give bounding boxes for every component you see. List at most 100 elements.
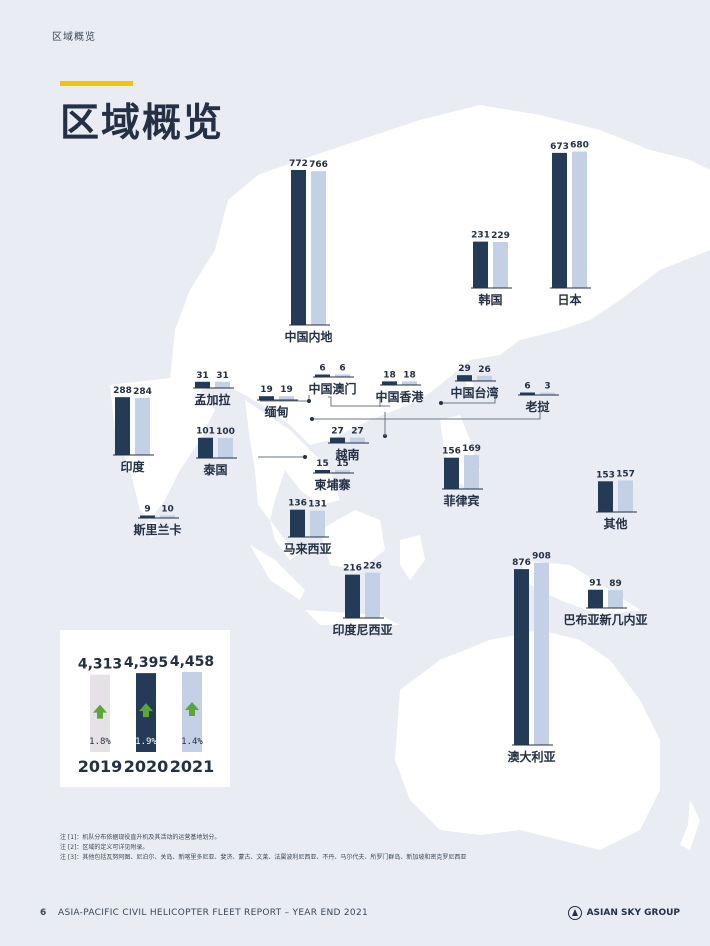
bar-2020	[330, 437, 345, 443]
value-label-2020: 19	[260, 385, 273, 395]
bar-2021	[464, 455, 479, 489]
value-label-2021: 15	[336, 459, 349, 469]
region-label: 其他	[603, 516, 627, 531]
bar-2021	[135, 397, 150, 455]
bar-2021	[540, 392, 555, 395]
region-label: 柬埔寨	[313, 477, 350, 492]
bar-2020	[315, 374, 330, 377]
year-label: 2021	[170, 757, 215, 776]
bar-2021	[350, 437, 365, 443]
region-label: 斯里兰卡	[133, 522, 181, 537]
region-label: 中国澳门	[308, 381, 356, 396]
value-label-2020: 876	[512, 558, 531, 568]
asian-sky-logo-icon	[567, 906, 582, 920]
region-group: 216 226 印度尼西亚	[332, 562, 392, 637]
bar-2021	[365, 572, 380, 618]
region-label: 巴布亚新几内亚	[563, 612, 647, 627]
region-group: 19 19 缅甸	[257, 385, 298, 419]
region-label: 中国香港	[375, 389, 424, 404]
value-label-2021: 766	[309, 160, 328, 170]
value-label-2021: 18	[403, 370, 416, 380]
value-label-2020: 6	[319, 364, 325, 374]
bar-2020	[473, 241, 488, 288]
footnote: 注 [1]：机队分布依据现役直升机及其活动的运营基地划分。	[60, 834, 221, 841]
bar-2020	[457, 375, 472, 381]
page-number: 6	[40, 908, 47, 918]
bar-2020	[514, 569, 529, 745]
bar-2020	[552, 152, 567, 288]
total-value: 4,313	[78, 657, 122, 673]
value-label-2020: 673	[550, 142, 569, 152]
bar-2021	[402, 381, 417, 385]
section-label: 区域概览	[52, 32, 96, 43]
value-label-2021: 100	[216, 427, 235, 437]
region-label: 菲律宾	[443, 493, 479, 508]
total-value: 4,395	[124, 655, 168, 671]
bar-2020	[290, 509, 305, 537]
region-group: 772 766 中国内地	[284, 159, 332, 344]
value-label-2020: 153	[596, 470, 615, 480]
bar-2021	[218, 437, 233, 458]
bar-2020	[382, 381, 397, 385]
region-group: 91 89 巴布亚新几内亚	[563, 579, 647, 627]
value-label-2021: 131	[308, 500, 327, 510]
value-label-2020: 101	[196, 427, 215, 437]
up-arrow-icon	[93, 704, 107, 719]
bar-2020	[315, 469, 330, 473]
region-group: 6 6 中国澳门	[308, 364, 356, 397]
year-label: 2020	[124, 757, 169, 776]
value-label-2021: 6	[339, 364, 345, 374]
region-label: 韩国	[478, 292, 502, 307]
value-label-2021: 31	[216, 371, 229, 381]
bar-2021	[279, 396, 294, 400]
value-label-2020: 15	[316, 459, 329, 469]
bar-2021	[310, 510, 325, 537]
growth-label: 1.9%	[135, 737, 157, 747]
total-group: 4,395 1.9% 2020	[124, 655, 169, 776]
value-label-2020: 27	[331, 427, 344, 437]
value-label-2020: 29	[458, 364, 471, 374]
value-label-2020: 31	[196, 371, 209, 381]
region-group: 15 15 柬埔寨	[313, 459, 354, 492]
value-label-2020: 288	[113, 386, 132, 396]
page-title: 区域概览	[60, 101, 225, 146]
value-label-2020: 91	[589, 579, 602, 589]
value-label-2020: 216	[343, 564, 362, 574]
bar-2021	[493, 242, 508, 288]
total-value: 4,458	[170, 654, 214, 670]
region-label: 日本	[557, 292, 581, 307]
value-label-2020: 136	[288, 499, 307, 509]
value-label-2020: 231	[471, 231, 490, 241]
value-label-2021: 27	[351, 427, 364, 437]
region-group: 136 131 马来西亚	[283, 499, 331, 556]
region-label: 孟加拉	[194, 392, 230, 407]
value-label-2021: 908	[532, 552, 551, 562]
total-group: 4,458 1.4% 2021	[170, 654, 215, 776]
region-group: 156 169 菲律宾	[442, 444, 483, 508]
bar-2020	[444, 457, 459, 489]
bar-2020	[588, 589, 603, 608]
fleet-totals-chart: 4,313 1.8% 2019 4,395 1.9% 2020 4,458 1.4% 2021	[78, 654, 215, 776]
region-label: 泰国	[202, 462, 227, 477]
fleet-totals-panel: 4,313 1.8% 2019 4,395 1.9% 2020 4,458 1.4% 2021	[60, 630, 230, 787]
bar-2020	[195, 381, 210, 388]
bar-2020	[291, 170, 306, 325]
region-group: 29 26 中国台湾	[450, 364, 498, 400]
region-label: 缅甸	[264, 404, 288, 419]
bar-2021	[608, 590, 623, 608]
bar-2021	[572, 151, 587, 288]
value-label-2021: 26	[478, 365, 491, 375]
region-label: 中国台湾	[450, 385, 498, 400]
brand-name: ASIAN SKY GROUP	[586, 908, 680, 918]
region-label: 马来西亚	[283, 541, 331, 556]
up-arrow-icon	[185, 702, 199, 716]
footnote: 注 [3]：其他包括瓦努阿图、尼泊尔、关岛、新喀里多尼亚、斐济、蒙古、文莱、法属…	[60, 854, 467, 861]
bar-2020	[520, 392, 535, 395]
value-label-2021: 157	[616, 469, 635, 479]
bar-2021	[335, 374, 350, 377]
bar-2021	[534, 562, 549, 745]
brand-logo: ASIAN SKY GROUP	[567, 906, 680, 920]
bar-2021	[335, 469, 350, 473]
value-label-2021: 3	[544, 382, 550, 392]
